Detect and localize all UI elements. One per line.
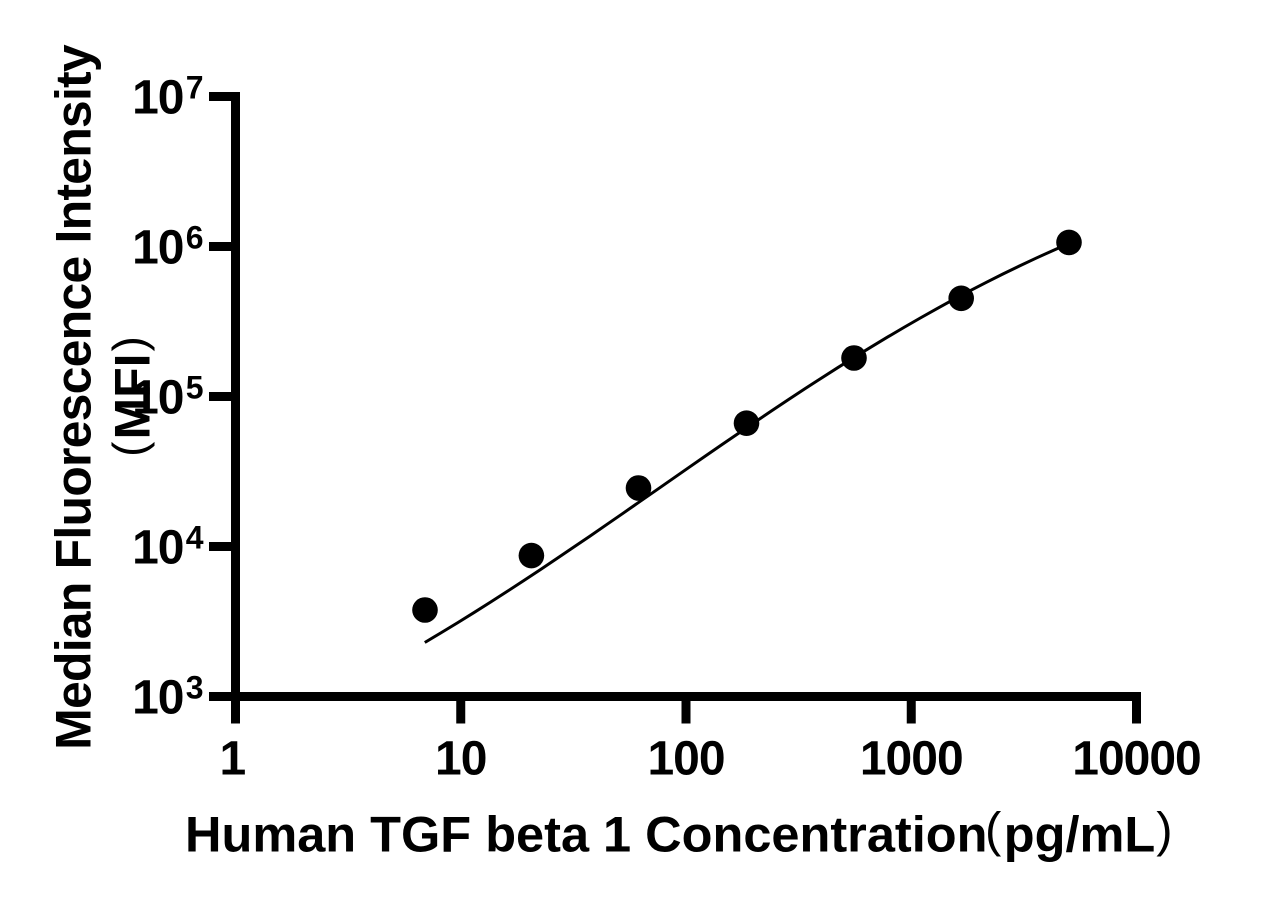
- svg-text:10: 10: [132, 72, 183, 125]
- svg-text:Human TGF beta 1 Concentration: Human TGF beta 1 Concentration(pg/mL): [185, 804, 1173, 863]
- svg-text:3: 3: [186, 670, 204, 706]
- svg-text:4: 4: [186, 520, 204, 556]
- svg-text:100: 100: [647, 732, 724, 785]
- svg-text:10: 10: [132, 672, 183, 725]
- svg-text:1000: 1000: [860, 732, 963, 785]
- svg-text:7: 7: [186, 70, 204, 106]
- svg-text:Median Fluorescence Intensity: Median Fluorescence Intensity: [46, 44, 102, 750]
- svg-text:10: 10: [132, 522, 183, 575]
- svg-text:5: 5: [186, 370, 204, 406]
- svg-text:1: 1: [220, 732, 246, 785]
- svg-text:10: 10: [435, 732, 486, 785]
- svg-text:10000: 10000: [1072, 732, 1200, 785]
- svg-text:6: 6: [186, 220, 204, 256]
- svg-text:(MFI): (MFI): [103, 336, 161, 457]
- svg-text:10: 10: [132, 372, 183, 425]
- svg-text:10: 10: [132, 222, 183, 275]
